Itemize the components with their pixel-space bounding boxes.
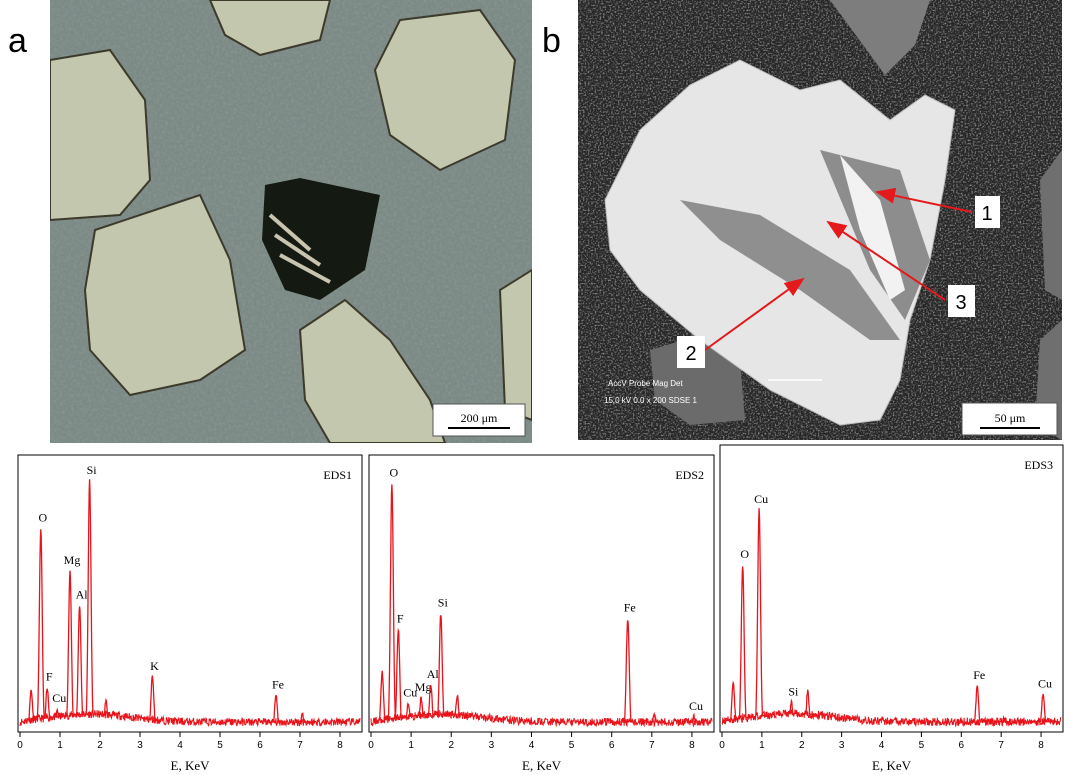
x-tick-label: 3 — [839, 740, 845, 751]
peak-label: Al — [427, 667, 440, 681]
x-tick-label: 8 — [1038, 740, 1044, 751]
spectrum-peak — [970, 686, 984, 722]
peak-label: Cu — [52, 691, 66, 705]
x-tick-label: 3 — [137, 740, 143, 751]
x-tick-label: 1 — [57, 740, 63, 751]
peak-label: Cu — [1038, 676, 1052, 690]
scale-bar-label: 200 μm — [461, 411, 498, 425]
spectrum-background — [722, 710, 1061, 726]
peak-label: Cu — [754, 492, 768, 506]
spectrum-peak — [621, 620, 636, 722]
x-tick-label: 1 — [408, 740, 414, 751]
peak-label: Fe — [624, 601, 636, 615]
x-tick-label: 8 — [689, 740, 695, 751]
peak-label: O — [390, 466, 399, 480]
peak-label: O — [38, 511, 47, 525]
spectrum-title: EDS3 — [1024, 458, 1053, 472]
micrograph-b: AccV Probe Mag Det 15.0 kV 0.0 x 200 SDS… — [578, 0, 1062, 440]
x-tick-label: 6 — [609, 740, 615, 751]
peak-label: K — [150, 659, 159, 673]
spectrum-title: EDS1 — [323, 468, 352, 482]
peak-label: Si — [87, 463, 98, 477]
x-axis-label: E, KeV — [171, 758, 211, 773]
spectrum-peak — [375, 671, 389, 721]
peak-label: Si — [438, 595, 449, 609]
spectrum-peak — [736, 567, 750, 719]
peak-label: Mg — [415, 680, 432, 694]
micrograph-a: 200 μm — [50, 0, 532, 443]
peak-label: Si — [788, 685, 799, 699]
marker-label: 2 — [685, 343, 696, 365]
x-tick-label: 0 — [719, 740, 725, 751]
x-axis-label: E, KeV — [872, 758, 912, 773]
peak-label: Fe — [272, 678, 284, 692]
x-tick-label: 1 — [759, 740, 765, 751]
figure: 200 μm a AccV Probe Mag Det 15.0 kV 0.0 … — [0, 0, 1077, 775]
x-axis-label: E, KeV — [522, 758, 562, 773]
panel-label: b — [542, 22, 561, 60]
x-tick-label: 7 — [297, 740, 303, 751]
x-tick-label: 5 — [919, 740, 925, 751]
x-tick-label: 7 — [998, 740, 1004, 751]
spectrum-peak — [726, 683, 740, 721]
x-tick-label: 2 — [799, 740, 805, 751]
x-tick-label: 0 — [17, 740, 23, 751]
spectrum-peak — [414, 697, 428, 716]
x-tick-label: 7 — [649, 740, 655, 751]
peak-label: Cu — [689, 699, 703, 713]
spectrum-peak — [1036, 694, 1050, 722]
peak-label: Mg — [64, 553, 81, 567]
spectrum-peak — [145, 676, 159, 721]
spectrum-peak — [72, 607, 86, 716]
x-tick-label: 5 — [217, 740, 223, 751]
x-tick-label: 5 — [569, 740, 575, 751]
peak-label: Al — [76, 587, 89, 601]
x-tick-label: 4 — [529, 740, 535, 751]
x-tick-label: 6 — [257, 740, 263, 751]
spectrum-title: EDS2 — [675, 468, 704, 482]
marker-label: 3 — [955, 292, 966, 314]
x-tick-label: 2 — [448, 740, 454, 751]
plot-frame — [720, 445, 1063, 732]
marker-label: 1 — [981, 203, 992, 225]
sem-values: 15.0 kV 0.0 x 200 SDSE 1 — [604, 396, 697, 405]
scale-bar-label: 50 μm — [995, 411, 1026, 425]
peak-label: F — [397, 611, 404, 625]
sem-header: AccV Probe Mag Det — [608, 379, 683, 388]
spectrum-peak — [34, 529, 48, 719]
spectrum-peak — [269, 695, 283, 722]
x-tick-label: 3 — [489, 740, 495, 751]
peak-label: O — [740, 547, 749, 561]
spectrum-peak — [801, 690, 815, 715]
x-tick-label: 6 — [959, 740, 965, 751]
x-tick-label: 0 — [368, 740, 374, 751]
spectrum-peak — [752, 508, 766, 717]
spectrum-background — [20, 710, 360, 726]
x-tick-label: 4 — [177, 740, 183, 751]
peak-label: Fe — [973, 668, 985, 682]
x-tick-label: 8 — [337, 740, 343, 751]
x-tick-label: 4 — [879, 740, 885, 751]
spectrum-peak — [391, 630, 405, 718]
peak-label: F — [46, 670, 53, 684]
spectrum-peak — [24, 690, 38, 721]
spectrum-peak — [434, 615, 448, 714]
x-tick-label: 2 — [97, 740, 103, 751]
panel-label: a — [8, 22, 27, 60]
